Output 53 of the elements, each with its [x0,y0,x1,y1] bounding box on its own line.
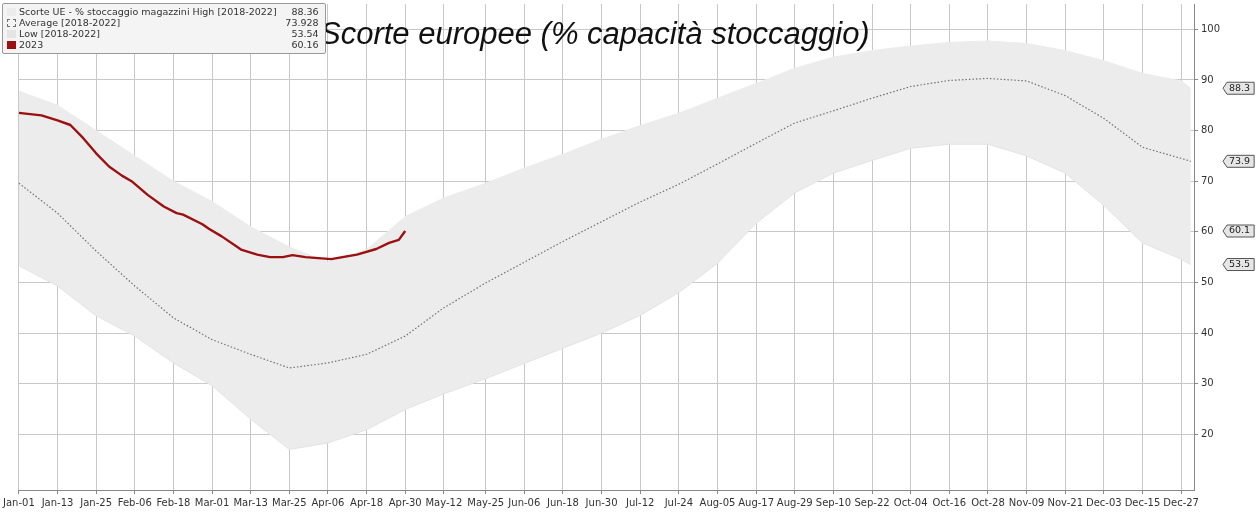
y-tick-label: 80 [1201,124,1214,136]
annotation: 88.36 [290,6,319,17]
x-tick-label: Mar-13 [233,496,268,508]
y-tick-label: 60 [1201,225,1214,237]
x-tick-label: May-12 [425,496,463,508]
y-tick-label: 30 [1201,377,1214,389]
legend-label: Average [2018-2022] [19,17,122,28]
x-tick-label: Apr-06 [311,496,345,508]
x-tick-label: Apr-18 [350,496,384,508]
legend-label: 2023 [19,39,45,50]
text: 60.1 [1229,224,1251,236]
legend-label: Scorte UE - % stoccaggio magazzini High [2018-2022] [19,6,277,17]
x-tick-label: May-25 [467,496,505,508]
x-tick-label: Jul-24 [663,496,694,508]
annotation: 73.928 [285,17,319,28]
y-tick-label: 100 [1201,22,1221,34]
annotation: 53.54 [290,28,319,39]
x-tick-label: Jan-25 [79,496,113,508]
annotation: 60.16 [290,39,319,50]
x-tick-label: Feb-18 [156,496,191,508]
x-tick-label: Dec-03 [1086,496,1122,508]
legend-label: Low [2018-2022] [19,28,101,39]
x-tick-label: Aug-29 [776,496,813,508]
x-tick-label: Dec-27 [1163,496,1199,508]
x-tick-label: Jun-18 [545,496,579,508]
y-tick-label: 90 [1201,73,1214,85]
x-tick-label: Jun-30 [584,496,618,508]
x-tick-label: Oct-16 [932,496,967,508]
x-tick-label: Sep-22 [854,496,890,508]
y-tick-label: 20 [1201,427,1214,439]
x-tick-label: Aug-17 [738,496,775,508]
x-tick-label: Sep-10 [815,496,852,508]
x-tick-label: Feb-06 [117,496,152,508]
x-tick-label: Mar-01 [194,496,230,508]
x-tick-label: Nov-09 [1008,496,1045,508]
x-tick-label: Jun-06 [507,496,541,508]
text: 73.9 [1229,154,1251,166]
x-tick-label: Dec-15 [1124,496,1161,508]
line-series [18,77,1192,369]
x-tick-label: Oct-04 [893,496,928,508]
x-tick-label: Mar-25 [272,496,307,508]
x-tick-label: Jan-01 [2,496,35,508]
y-tick-label: 50 [1201,276,1214,288]
y-tick-label: 70 [1201,174,1214,186]
y-tick-label: 40 [1201,326,1214,338]
x-tick-label: Apr-30 [388,496,422,508]
x-tick-label: Jan-13 [40,496,74,508]
x-tick-label: Oct-28 [971,496,1005,508]
x-tick-label: Jul-12 [625,496,655,508]
x-tick-label: Aug-05 [699,496,736,508]
text: 53.5 [1229,257,1251,269]
text: 88.3 [1229,81,1251,93]
x-tick-label: Nov-21 [1047,496,1084,508]
